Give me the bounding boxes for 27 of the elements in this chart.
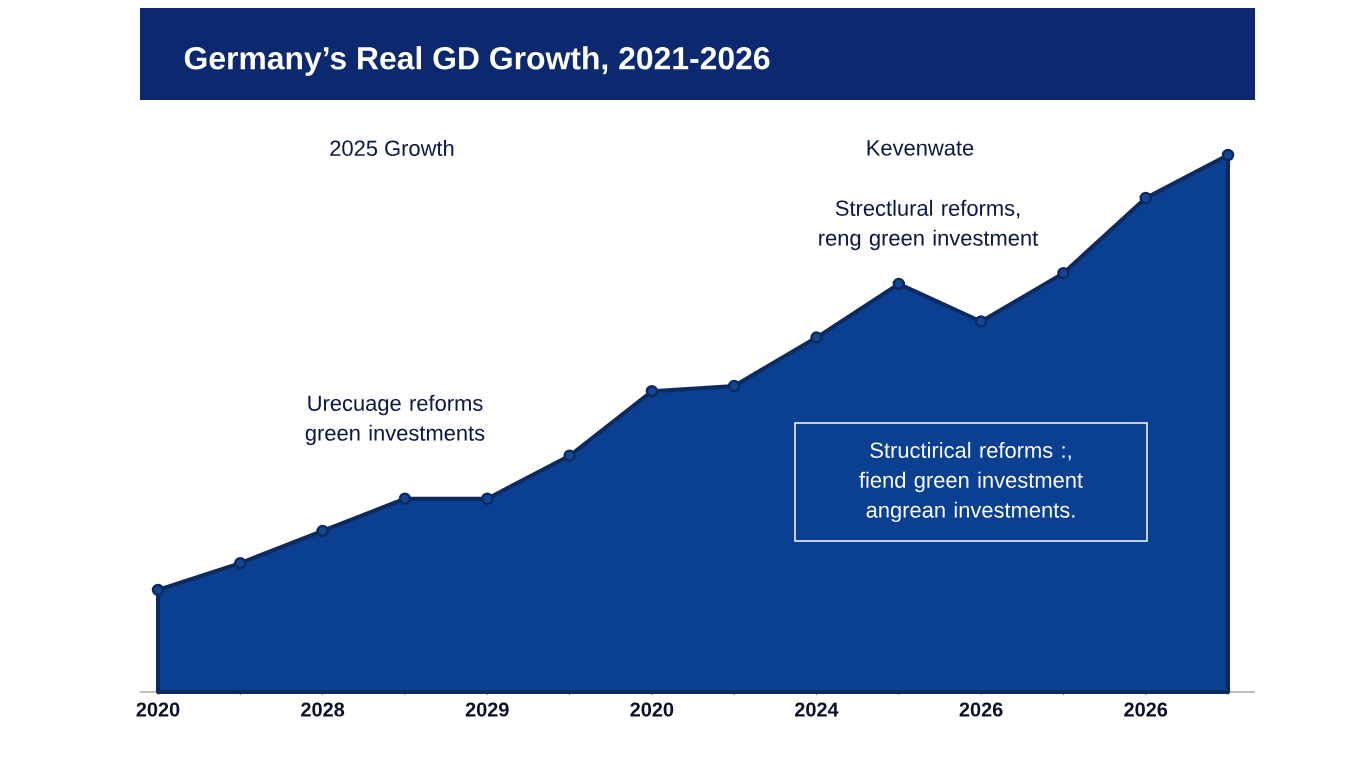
x-tick-label: 2020 — [630, 702, 674, 717]
point — [1057, 266, 1070, 280]
annotation: Strectlural reforms, reng green investment — [819, 199, 1039, 251]
x-tick-label: 2024 — [795, 702, 839, 717]
point — [151, 583, 165, 597]
point — [892, 277, 906, 291]
point — [316, 524, 329, 538]
point — [1221, 148, 1235, 162]
x-tick-label: 2026 — [1124, 702, 1168, 717]
point — [1139, 191, 1152, 205]
x-tick-label: 2026 — [959, 702, 1003, 717]
x-tick-label: 2029 — [465, 702, 509, 717]
point — [974, 315, 988, 328]
point — [234, 556, 247, 570]
x-tick-label: 2028 — [301, 702, 345, 717]
point — [398, 492, 412, 505]
point — [727, 379, 741, 393]
point — [810, 331, 823, 344]
point — [645, 385, 659, 398]
annotation: Urecuage reforms green investments — [305, 394, 485, 446]
annotation: Kevenwate — [867, 140, 974, 156]
x-tick-label: 2020 — [136, 702, 180, 717]
annotation: Structirical reforms :, fiend green investment angrean investments. — [859, 441, 1083, 523]
chart-title: Germany’s Real GD Growth, 2021-2026 — [184, 46, 770, 76]
annotation: 2025 Growth — [330, 139, 454, 157]
point — [481, 492, 494, 505]
point — [563, 449, 576, 462]
